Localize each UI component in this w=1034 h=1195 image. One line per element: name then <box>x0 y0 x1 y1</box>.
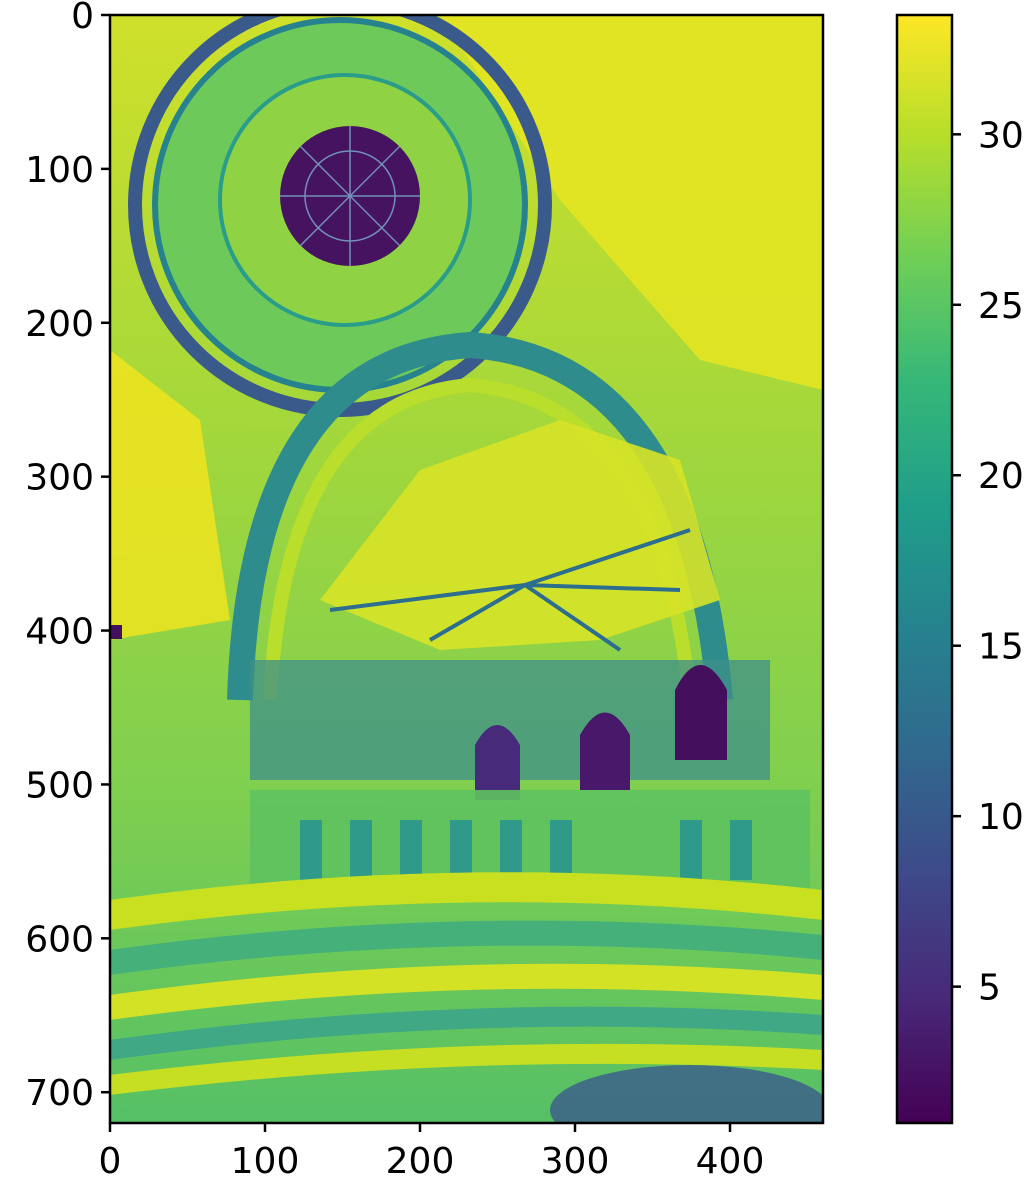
x-tick-label: 100 <box>231 1141 300 1182</box>
y-tick-label: 400 <box>25 612 94 653</box>
colorbar-frame <box>895 13 954 1125</box>
heatmap-image <box>110 15 823 1123</box>
x-tick-label: 400 <box>696 1141 765 1182</box>
y-tick-label: 0 <box>71 0 94 37</box>
y-tick-label: 500 <box>25 765 94 806</box>
colorbar-axis: 5 10 15 20 25 30 <box>952 115 1024 1009</box>
y-tick-label: 200 <box>25 304 94 345</box>
x-tick-label: 200 <box>386 1141 455 1182</box>
colorbar-tick-label: 20 <box>978 456 1024 497</box>
skylight <box>320 420 720 650</box>
altar-steps <box>110 872 823 1095</box>
ceiling-bright-region <box>440 15 823 390</box>
y-axis: 0 100 200 300 400 500 600 700 <box>25 0 110 1114</box>
x-tick-label: 300 <box>541 1141 610 1182</box>
left-edge-dark-mark <box>110 625 122 639</box>
colorbar-gradient <box>897 15 952 1123</box>
x-tick-label: 0 <box>99 1141 122 1182</box>
colorbar-tick-label: 25 <box>978 286 1024 327</box>
colonnade-arches <box>300 820 752 880</box>
window-middle <box>580 712 630 790</box>
y-tick-label: 100 <box>25 150 94 191</box>
colorbar-tick-label: 5 <box>978 968 1001 1009</box>
window-left <box>475 725 520 800</box>
dark-floor-patch <box>550 1065 823 1123</box>
y-tick-label: 600 <box>25 919 94 960</box>
oculus-spokes <box>280 126 420 266</box>
colorbar-tick-label: 15 <box>978 627 1024 668</box>
image-axes-frame <box>108 13 825 1125</box>
left-wall-bright-region <box>110 350 230 640</box>
x-axis: 0 100 200 300 400 <box>99 1123 765 1182</box>
colorbar-tick-label: 30 <box>978 115 1024 156</box>
skylight-beams <box>329 528 691 652</box>
y-tick-label: 300 <box>25 458 94 499</box>
colorbar-tick-label: 10 <box>978 797 1024 838</box>
y-tick-label: 700 <box>25 1073 94 1114</box>
window-right <box>675 665 727 760</box>
